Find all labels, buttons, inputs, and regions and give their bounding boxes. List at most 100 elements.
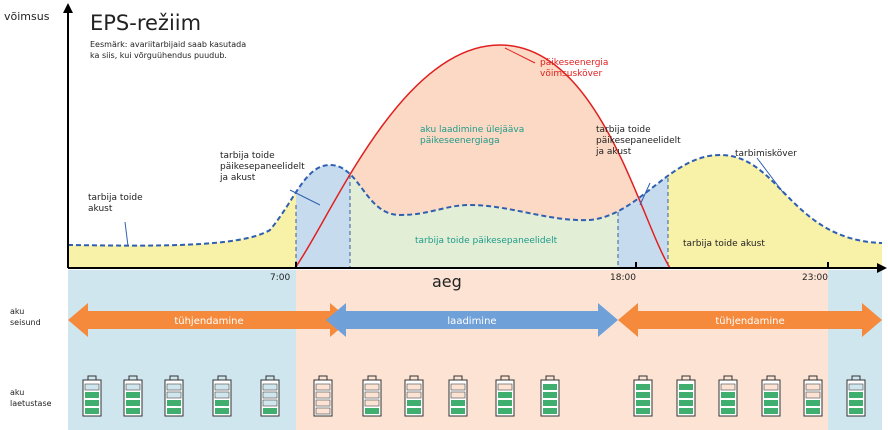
battery-cell [85, 392, 99, 398]
arrow-discharge [618, 303, 882, 337]
battery-cell [763, 383, 779, 391]
battery-cell [126, 400, 140, 406]
battery-cell [806, 400, 820, 406]
band-charge [296, 270, 828, 430]
battery-cell [679, 408, 693, 414]
battery-cell [364, 383, 380, 391]
battery-cell [721, 400, 735, 406]
chart-label: päikeseenergiaga [420, 136, 500, 146]
y-label: võimsus [4, 10, 50, 23]
battery [212, 375, 232, 417]
chart-label: tarbimisköver [735, 149, 797, 159]
chart-label: ja akust [219, 173, 256, 183]
battery-cell [848, 383, 864, 391]
battery [448, 375, 468, 417]
description: ka siis, kui võrguühendus puudub. [90, 51, 227, 60]
description: Eesmärk: avariitarbijaid saab kasutada [90, 40, 246, 49]
title: EPS-režiim [90, 11, 201, 35]
tick-label: 23:00 [802, 273, 828, 283]
battery [495, 375, 515, 417]
battery [123, 375, 143, 417]
row-label: aku [10, 307, 24, 316]
battery-cell [215, 400, 229, 406]
battery-cell [497, 383, 513, 391]
battery-cell [364, 399, 380, 407]
battery-cell [543, 400, 557, 406]
arrow-discharge [68, 303, 350, 337]
chart-label: aku laadimine ülejääva [420, 125, 524, 135]
battery-cell [262, 399, 278, 407]
chart-label: tarbija toide [88, 193, 143, 203]
battery-cell [764, 392, 778, 398]
battery-cell [214, 383, 230, 391]
battery-cell [214, 391, 230, 399]
battery-cell [498, 400, 512, 406]
battery-cell [451, 408, 465, 414]
battery-cell [849, 400, 863, 406]
battery [633, 375, 653, 417]
battery-cell [126, 408, 140, 414]
chart-label: päikesepaneelidelt [596, 136, 681, 146]
battery-cell [85, 400, 99, 406]
row-label: aku [10, 388, 24, 397]
x-arrow [877, 263, 887, 273]
battery [846, 375, 866, 417]
chart-label: tarbija toide akust [683, 239, 765, 249]
battery-cell [263, 408, 277, 414]
battery-cell [125, 383, 141, 391]
battery-cell [407, 408, 421, 414]
battery-cell [636, 408, 650, 414]
battery-cell [849, 392, 863, 398]
battery-cell [450, 391, 466, 399]
battery-cell [406, 383, 422, 391]
chart-label: päikesepaneelidelt [220, 162, 305, 172]
chart-label: tarbija toide [596, 125, 651, 135]
battery-cell [315, 383, 331, 391]
battery-cell [806, 408, 820, 414]
tick-label: 18:00 [610, 273, 636, 283]
chart-label: akust [88, 204, 113, 214]
battery-cell [805, 391, 821, 399]
battery-cell [543, 408, 557, 414]
battery [164, 375, 184, 417]
battery-cell [167, 400, 181, 406]
battery [803, 375, 823, 417]
state-label: tühjendamine [174, 316, 243, 327]
battery-cell [166, 383, 182, 391]
battery-cell [721, 392, 735, 398]
chart-label: päikeseenergia [540, 58, 608, 68]
battery-cell [679, 400, 693, 406]
battery-cell [262, 383, 278, 391]
battery-cell [636, 400, 650, 406]
battery-cell [167, 408, 181, 414]
battery-cell [679, 384, 693, 390]
battery-cell [679, 392, 693, 398]
consumption-curve [67, 153, 883, 247]
chart-label: võimsusköver [540, 69, 602, 79]
state-label: tühjendamine [715, 316, 784, 327]
battery-cell [636, 392, 650, 398]
row-label: laetustase [10, 399, 52, 408]
x-ticks [295, 262, 829, 268]
battery-cell [720, 383, 736, 391]
battery-cell [543, 392, 557, 398]
battery [676, 375, 696, 417]
chart-label: tarbija toide päikesepaneelidelt [415, 236, 558, 246]
battery-cell [450, 383, 466, 391]
battery-cell [543, 384, 557, 390]
battery [540, 375, 560, 417]
battery-cell [85, 408, 99, 414]
battery [260, 375, 280, 417]
chart-label: tarbija toide [220, 151, 275, 161]
battery-cell [451, 400, 465, 406]
battery-cell [315, 407, 331, 415]
battery [362, 375, 382, 417]
tick-label: 7:00 [270, 273, 290, 283]
battery [718, 375, 738, 417]
divider-lines [295, 175, 669, 268]
arrow-charge [326, 303, 618, 337]
battery-cell [262, 391, 278, 399]
battery [313, 375, 333, 417]
